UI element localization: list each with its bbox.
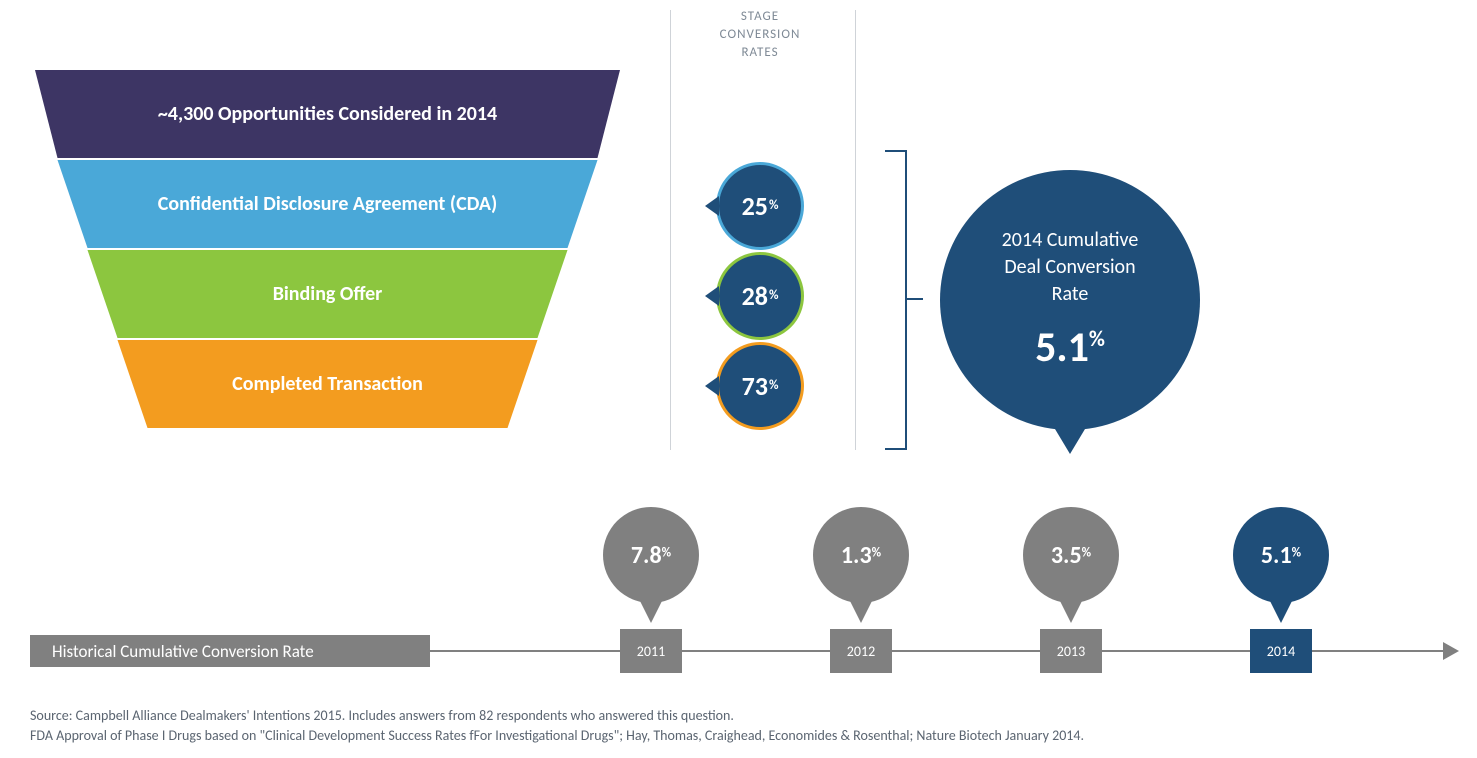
divider-2 [855,10,856,450]
history-bubble-tail-icon [639,599,663,623]
bracket [885,150,907,450]
year-box-2011: 2011 [620,629,682,673]
funnel-stage-1: Confidential Disclosure Agreement (CDA) [35,160,620,248]
footnote-1: Source: Campbell Alliance Dealmakers' In… [30,706,734,726]
funnel-stage-2: Binding Offer [35,250,620,338]
stage-rate-0: 25% [716,162,804,250]
cumulative-bubble-tail-icon [1052,424,1088,454]
year-box-2013: 2013 [1040,629,1102,673]
year-box-2012: 2012 [830,629,892,673]
history-bubble-tail-icon [1269,599,1293,623]
year-box-2014: 2014 [1250,629,1312,673]
footnote-2: FDA Approval of Phase I Drugs based on "… [30,726,1084,746]
funnel-stage-3: Completed Transaction [35,340,620,428]
cumulative-bubble: 2014 CumulativeDeal ConversionRate5.1% [940,170,1200,430]
history-bubble-2011: 7.8% [603,507,699,603]
stage-rates-header: STAGECONVERSIONRATES [685,8,835,63]
history-bubble-2012: 1.3% [813,507,909,603]
stage-rate-1: 28% [716,252,804,340]
funnel-stage-0: ~4,300 Opportunities Considered in 2014 [35,70,620,158]
divider-1 [670,10,671,450]
bracket-tick [907,298,923,300]
history-bubble-2013: 3.5% [1023,507,1119,603]
funnel-chart: ~4,300 Opportunities Considered in 2014 … [35,70,620,430]
history-bubble-tail-icon [849,599,873,623]
infographic-root: STAGECONVERSIONRATES ~4,300 Opportunitie… [0,0,1477,758]
timeline-label-bar: Historical Cumulative Conversion Rate [30,635,430,667]
stage-rate-2: 73% [716,342,804,430]
history-bubble-2014: 5.1% [1233,507,1329,603]
history-bubble-tail-icon [1059,599,1083,623]
timeline-arrow-icon [1443,642,1459,660]
